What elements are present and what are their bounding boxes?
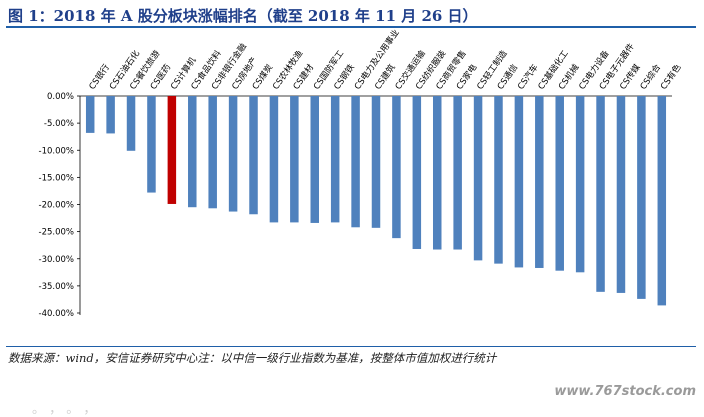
bar-29 [657,96,667,306]
x-tick-labels: CS银行CS石油石化CS餐饮旅游CS医药CS计算机CS食品饮料CS非银行金融CS… [87,28,684,92]
bar-4 [147,96,156,193]
bar-21 [494,96,503,264]
source-note: 数据来源：wind，安信证券研究中心注：以中信一级行业指数为基准，按整体市值加权… [8,351,497,365]
y-tick-labels: 0.00% -5.00% -10.00% -15.00% -20.00% -25.00% -… [39,92,74,319]
bar-10 [269,96,279,223]
watermark: www.767stock.com [554,384,696,399]
bar-3 [126,96,136,151]
bar-25 [575,96,585,273]
y-tick-label: -20.00% [39,201,74,211]
source-divider [6,346,696,347]
y-tick-label: -35.00% [39,282,74,292]
bar-chart: CS银行CS石油石化CS餐饮旅游CS医药CS计算机CS食品饮料CS非银行金融CS… [39,28,684,319]
bar-27 [616,96,626,293]
bar-17 [412,96,422,249]
bar-26 [596,96,605,292]
bar-16 [392,96,401,239]
faded-text: 。 ， 。 ， [32,402,97,417]
bar-1 [85,96,95,133]
y-tick-label: -10.00% [39,146,74,156]
bar-14 [351,96,360,228]
chart-bars [85,96,667,306]
y-tick-label: -25.00% [39,228,74,238]
y-tick-label: 0.00% [47,92,74,102]
title-bar: 图 1：2018 年 A 股分板块涨幅排名（截至 2018 年 11 月 26 … [6,2,696,28]
bar-15 [371,96,381,228]
bar-5 [167,96,177,204]
bar-11 [290,96,299,223]
bar-28 [637,96,646,299]
y-tick-label: -40.00% [39,309,74,319]
y-tick-label: -5.00% [44,119,74,129]
bar-7 [208,96,217,209]
bar-13 [330,96,340,223]
bar-24 [555,96,564,271]
y-tick-label: -15.00% [39,173,74,183]
bar-18 [432,96,442,250]
bar-6 [188,96,197,208]
bar-22 [514,96,524,268]
bar-20 [473,96,483,261]
bar-9 [249,96,258,215]
bar-23 [535,96,544,268]
bar-8 [228,96,238,212]
bar-19 [453,96,462,250]
figure-title: 图 1：2018 年 A 股分板块涨幅排名（截至 2018 年 11 月 26 … [8,7,478,25]
bar-2 [106,96,115,134]
bar-12 [310,96,320,223]
y-tick-label: -30.00% [39,255,74,265]
x-tick-label: CS有色 [658,62,684,92]
